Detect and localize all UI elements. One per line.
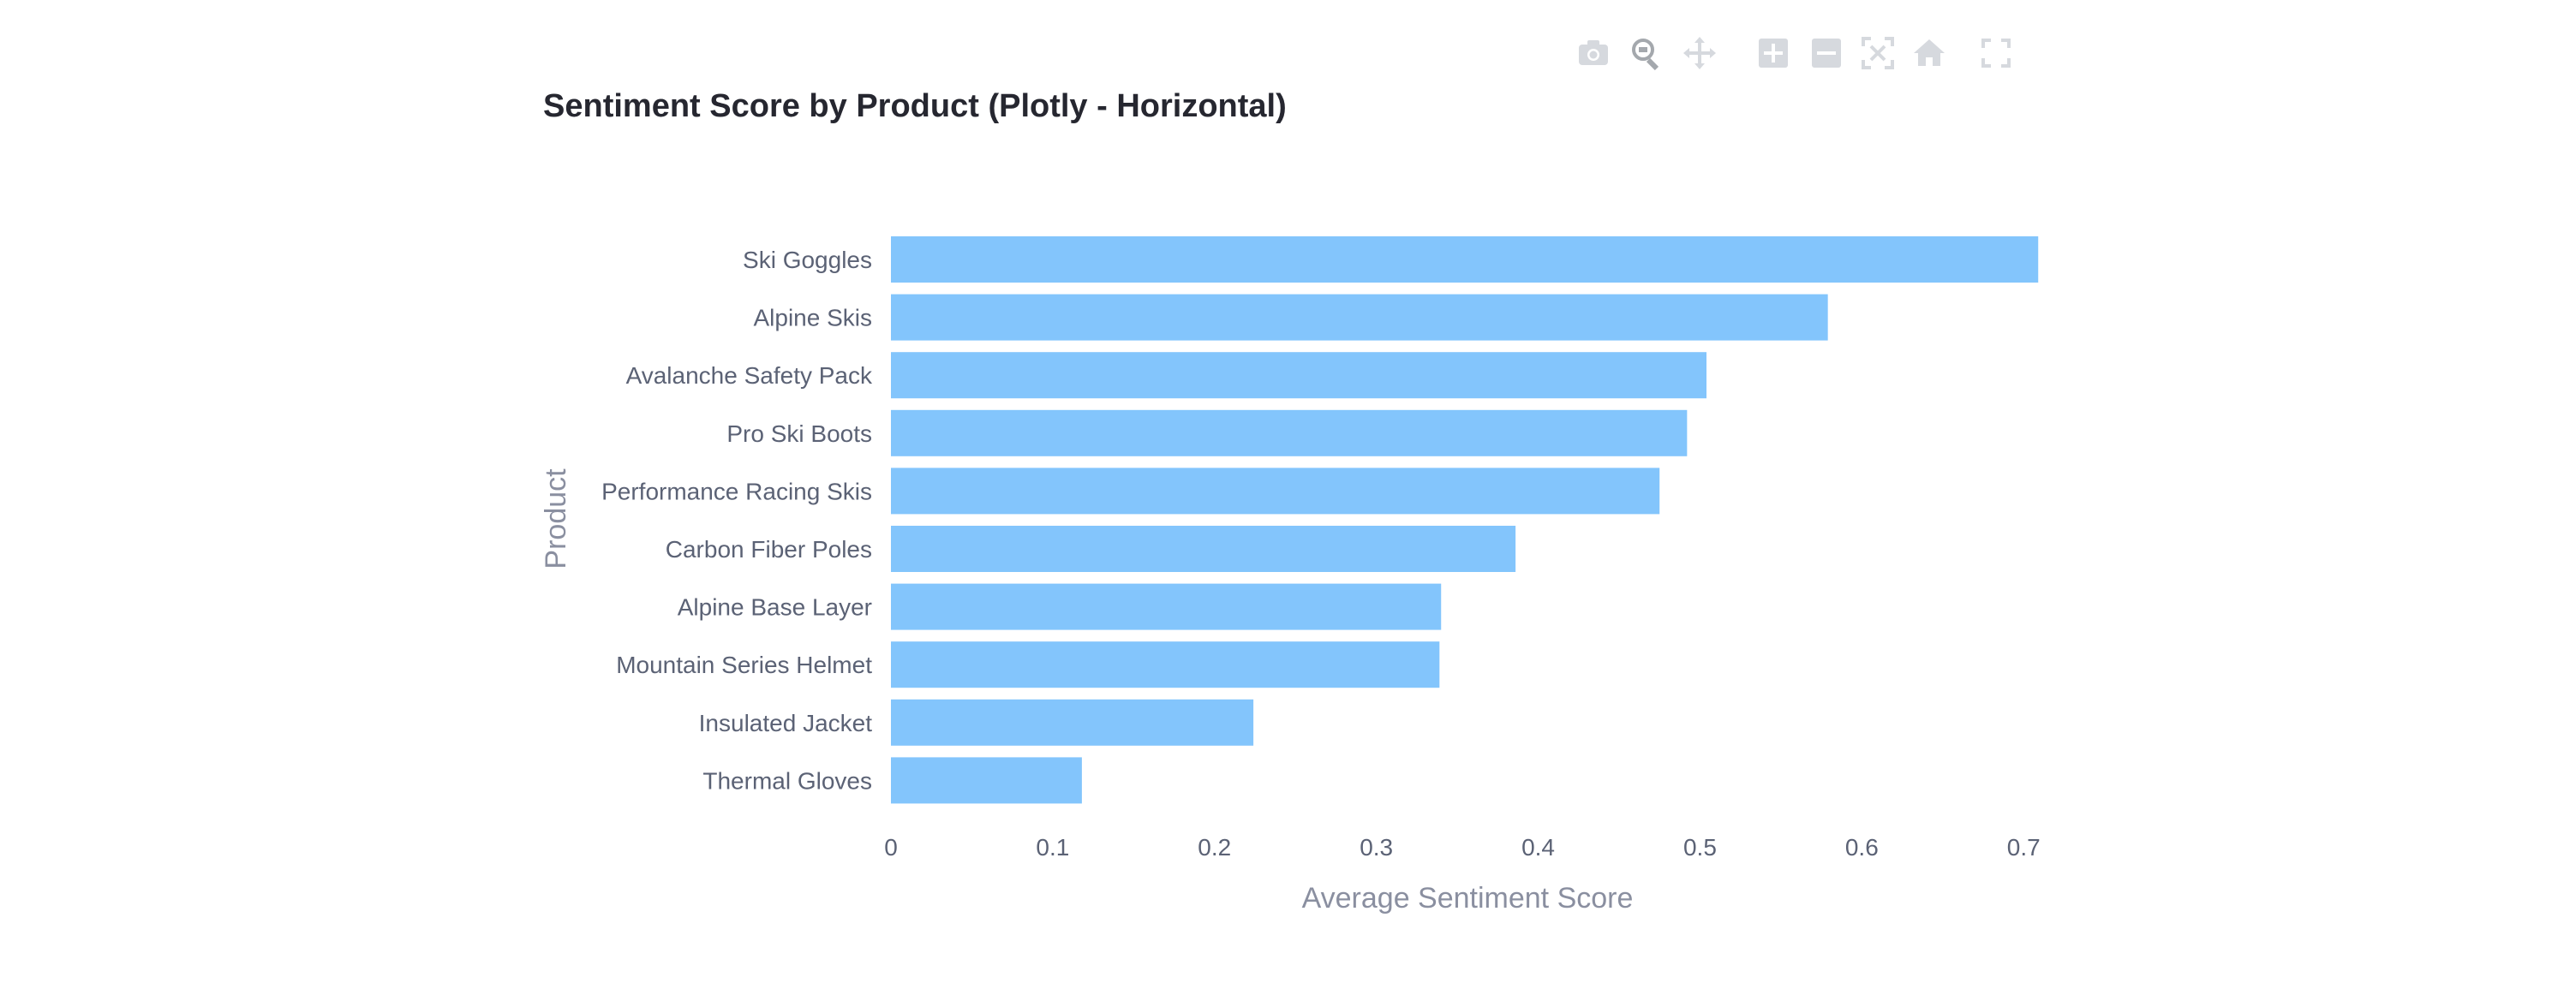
bars-layer	[891, 236, 2039, 804]
x-tick-label: 0.3	[1360, 834, 1393, 861]
chart-title: Sentiment Score by Product (Plotly - Hor…	[543, 88, 1287, 124]
zoom-out-icon	[1812, 39, 1841, 68]
y-tick-label: Alpine Base Layer	[678, 594, 872, 621]
y-tick-label: Carbon Fiber Poles	[666, 536, 872, 563]
bar[interactable]	[891, 236, 2039, 283]
fullscreen-icon	[1981, 39, 2011, 68]
zoom-in-button[interactable]	[1753, 33, 1794, 74]
bar[interactable]	[891, 352, 1706, 399]
x-tick-label: 0.1	[1036, 834, 1069, 861]
x-tick-labels: 0 0.1 0.2 0.3 0.4 0.5 0.6 0.7	[884, 834, 2040, 861]
y-tick-label: Thermal Gloves	[702, 767, 872, 794]
y-tick-label: Ski Goggles	[743, 247, 872, 273]
bar[interactable]	[891, 409, 1688, 456]
bar[interactable]	[891, 583, 1442, 630]
bar[interactable]	[891, 468, 1660, 515]
x-tick-label: 0.5	[1683, 834, 1717, 861]
plot-modebar	[1573, 33, 2035, 74]
bar[interactable]	[891, 757, 1082, 804]
x-axis-title: Average Sentiment Score	[1302, 882, 1634, 915]
autoscale-icon	[1862, 37, 1894, 69]
fullscreen-button[interactable]	[1975, 33, 2017, 74]
zoom-out-button[interactable]	[1806, 33, 1847, 74]
x-tick-label: 0	[884, 834, 898, 861]
bar[interactable]	[891, 294, 1828, 341]
download-plot-button[interactable]	[1573, 33, 1614, 74]
pan-button[interactable]	[1679, 33, 1720, 74]
y-tick-labels: Ski Goggles Alpine Skis Avalanche Safety P…	[601, 247, 873, 794]
y-tick-label: Mountain Series Helmet	[616, 652, 872, 678]
y-tick-label: Performance Racing Skis	[601, 478, 872, 504]
x-tick-label: 0.2	[1198, 834, 1231, 861]
reset-axes-button[interactable]	[1909, 33, 1950, 74]
bar[interactable]	[891, 699, 1254, 746]
x-tick-label: 0.4	[1521, 834, 1555, 861]
x-tick-label: 0.6	[1845, 834, 1879, 861]
y-tick-label: Avalanche Safety Pack	[626, 362, 873, 389]
camera-icon	[1579, 40, 1608, 65]
zoom-button[interactable]	[1626, 33, 1667, 74]
x-tick-label: 0.7	[2007, 834, 2041, 861]
autoscale-button[interactable]	[1857, 33, 1898, 74]
home-icon	[1914, 39, 1945, 66]
y-axis-title: Product	[540, 468, 572, 569]
pan-icon	[1683, 37, 1716, 69]
zoom-in-icon	[1759, 39, 1788, 68]
y-tick-label: Alpine Skis	[753, 305, 872, 331]
y-tick-label: Insulated Jacket	[699, 710, 873, 736]
bar[interactable]	[891, 641, 1440, 688]
y-tick-label: Pro Ski Boots	[726, 420, 872, 447]
zoom-icon	[1632, 39, 1659, 70]
bar[interactable]	[891, 526, 1516, 572]
